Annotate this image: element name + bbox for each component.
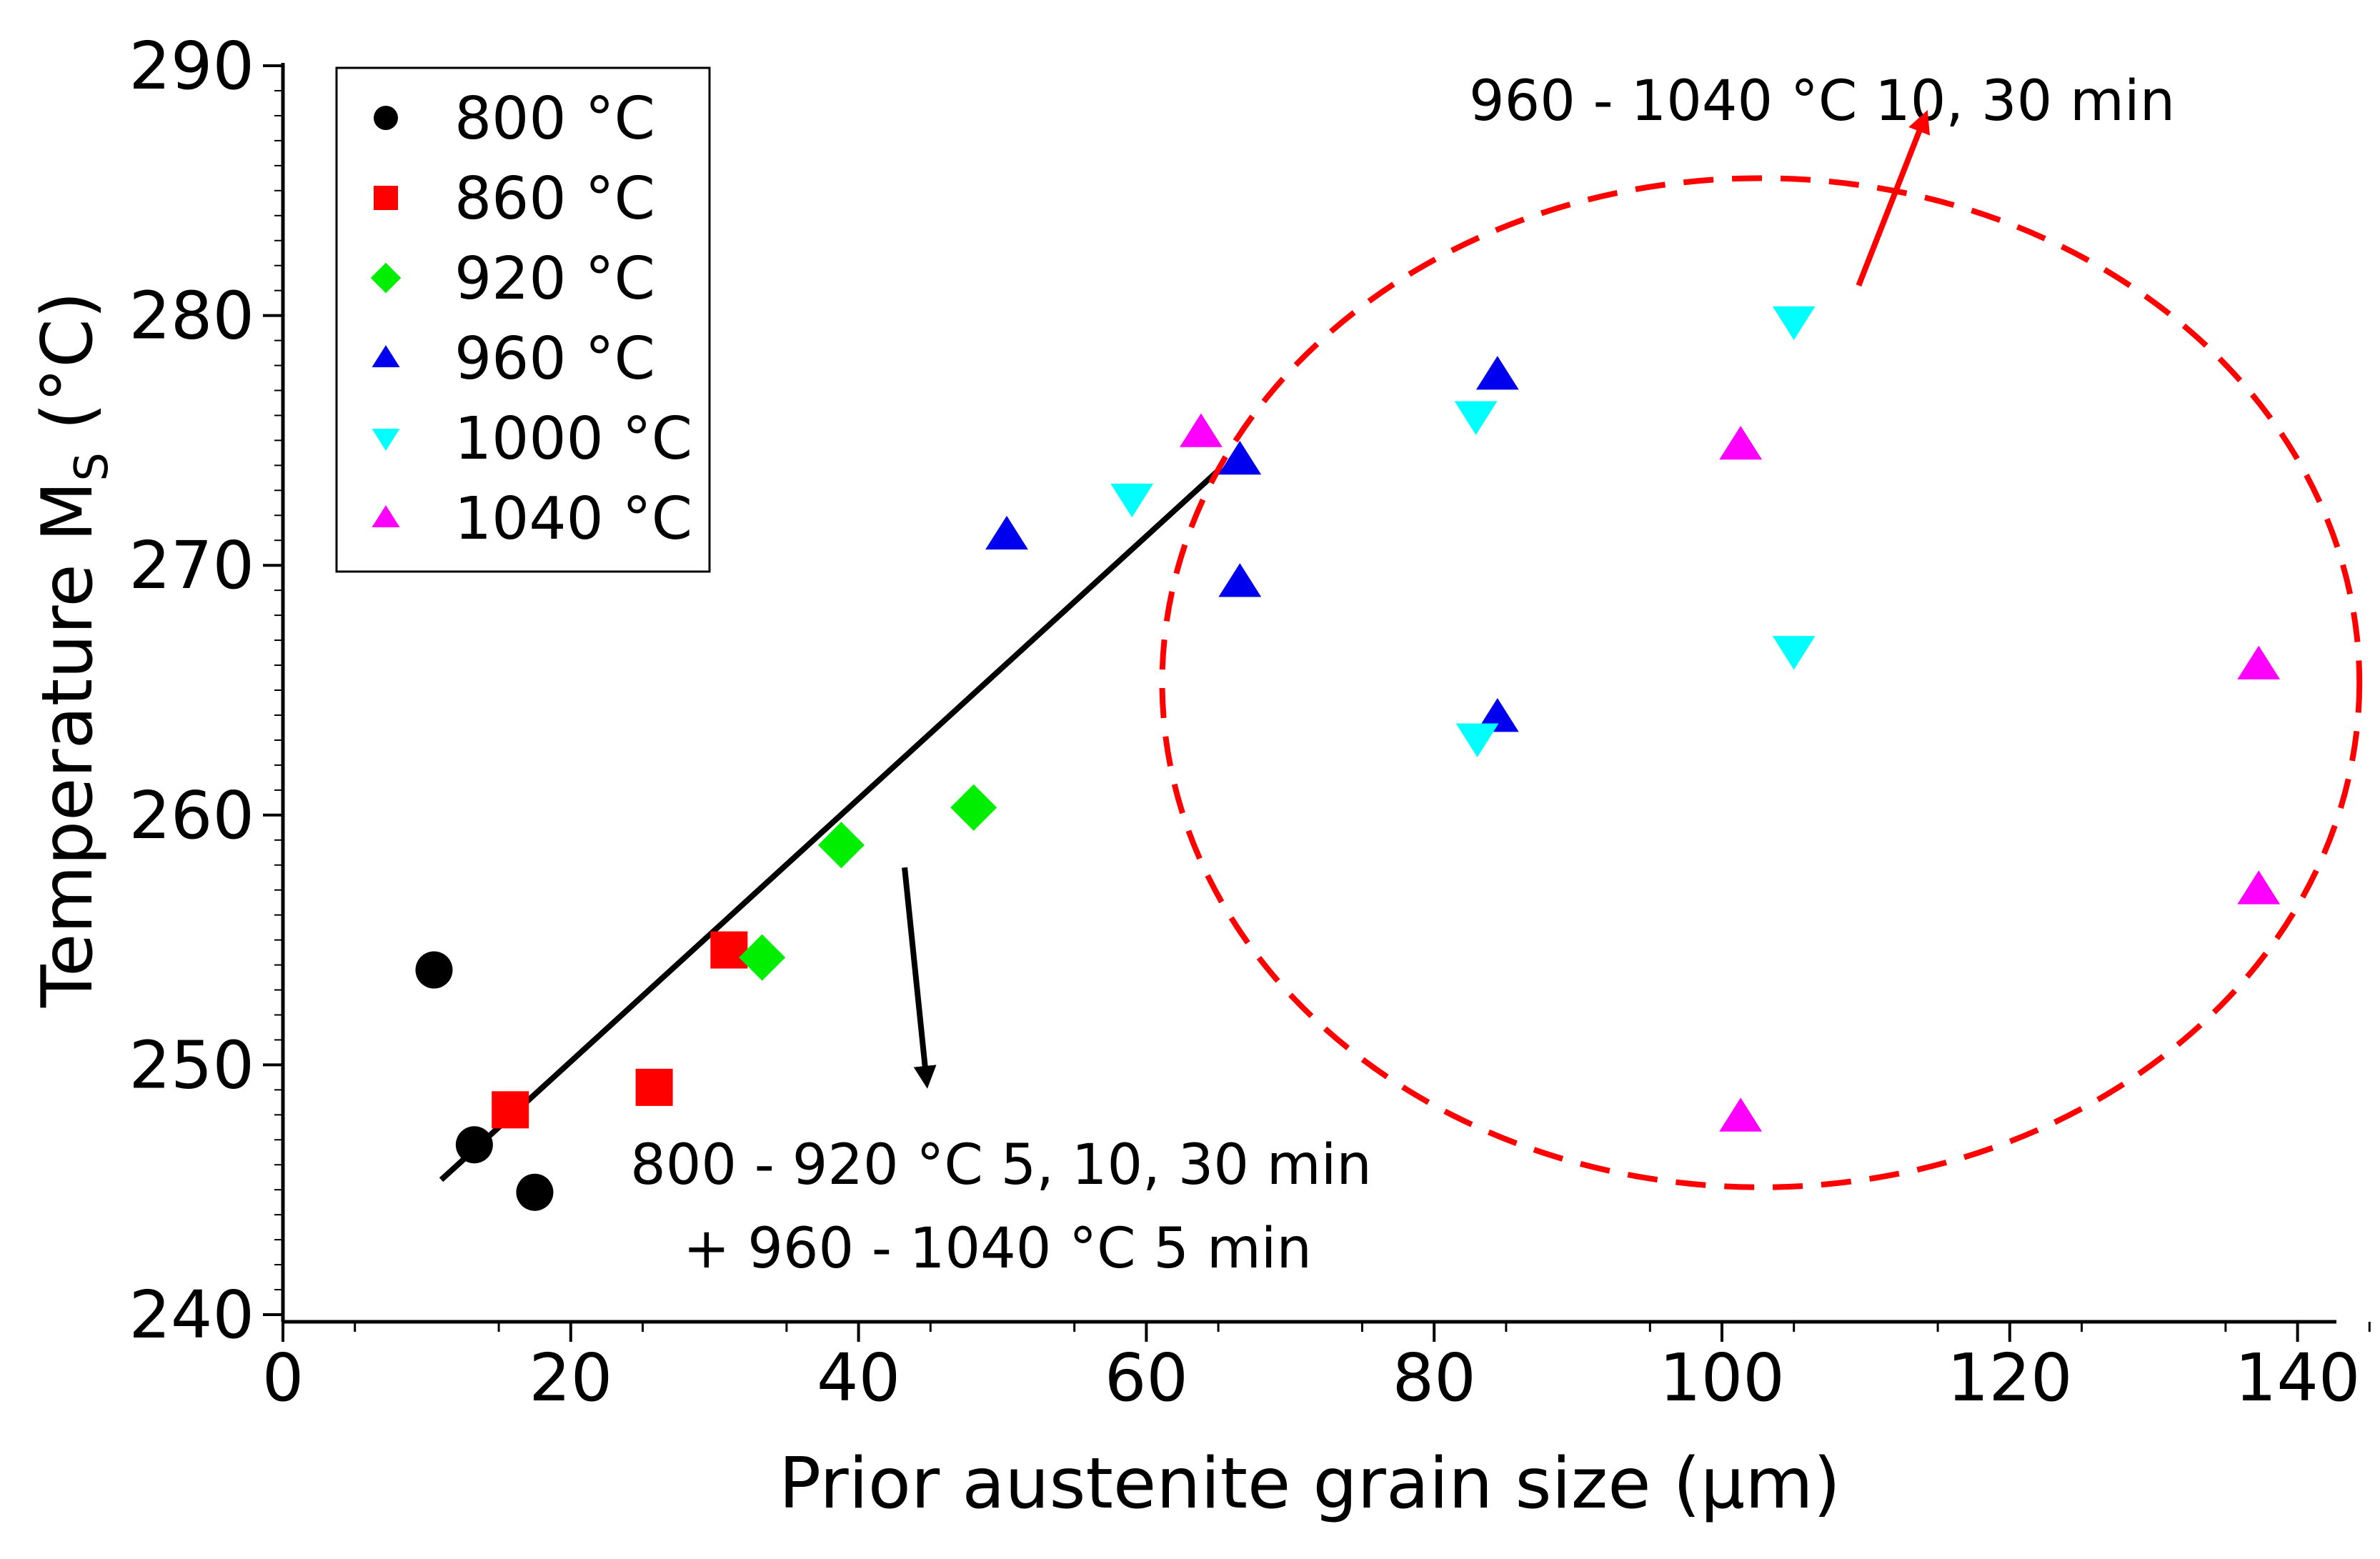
point-960C	[985, 515, 1028, 550]
point-960C	[1475, 698, 1519, 732]
point-860C	[492, 1091, 529, 1129]
point-1040C	[2237, 645, 2281, 679]
x-tick-label: 80	[1393, 1340, 1476, 1416]
x-tick-label: 20	[529, 1340, 612, 1416]
annotation-low-temp-line1: 800 - 920 °C 5, 10, 30 min	[630, 1133, 1372, 1197]
point-960C	[1475, 356, 1519, 390]
point-1000C	[1110, 483, 1154, 518]
legend-label: 860 °C	[454, 165, 655, 233]
point-1000C	[1455, 723, 1499, 757]
point-1000C	[1454, 401, 1498, 435]
point-1000C	[1772, 306, 1816, 340]
legend-marker	[374, 186, 398, 210]
fit-line-group	[439, 465, 1223, 1182]
legend-marker	[372, 345, 400, 368]
point-800C	[516, 1173, 554, 1211]
y-tick-label: 240	[129, 1277, 254, 1353]
legend-box	[335, 66, 711, 573]
legend-marker	[372, 428, 400, 451]
x-axis-title: Prior austenite grain size (µm)	[779, 1443, 1841, 1525]
x-tick-label: 140	[2235, 1340, 2361, 1416]
annotation-low-temp-line2: + 960 - 1040 °C 5 min	[683, 1217, 1312, 1281]
y-tick-label: 260	[129, 777, 254, 854]
annotations: 960 - 1040 °C 10, 30 min 800 - 920 °C 5,…	[630, 69, 2175, 1281]
arrow-high-temp	[1856, 110, 1931, 287]
y-tick-label: 250	[129, 1027, 254, 1103]
fit-line	[439, 465, 1223, 1182]
y-tick-label: 290	[129, 28, 254, 104]
point-920C	[817, 822, 865, 869]
x-tick-label: 0	[262, 1340, 304, 1416]
y-axis-title: Temperature MS (°C)	[27, 292, 119, 1008]
x-tick-label: 100	[1659, 1340, 1785, 1416]
point-1000C	[1772, 636, 1816, 670]
legend: 800 °C 860 °C 920 °C 960 °C 1000 °C 1040 °C	[335, 66, 711, 573]
y-tick-label: 280	[129, 278, 254, 354]
y-tick-label: 270	[129, 527, 254, 604]
point-960C	[1218, 440, 1262, 475]
legend-label: 920 °C	[454, 245, 655, 313]
legend-marker	[372, 505, 400, 528]
point-1040C	[2237, 870, 2281, 905]
axis-tick-labels: 0 20 40 60 80 100 120 140 240 250 260 270 280 290	[129, 28, 2360, 1416]
axes	[281, 63, 2336, 1324]
highlight-ellipse-group	[1159, 175, 2363, 1190]
point-1040C	[1719, 1097, 1763, 1132]
legend-label: 1000 °C	[454, 405, 692, 473]
annotation-high-temp: 960 - 1040 °C 10, 30 min	[1469, 69, 2175, 134]
legend-label: 800 °C	[454, 85, 655, 153]
point-860C	[635, 1068, 673, 1106]
point-860C	[710, 931, 748, 969]
point-1040C	[1180, 413, 1223, 447]
point-920C	[950, 784, 997, 831]
point-800C	[455, 1126, 493, 1164]
legend-label: 960 °C	[454, 325, 655, 393]
legend-marker	[374, 106, 398, 130]
highlight-ellipse	[1159, 175, 2363, 1190]
arrow-low-temp	[902, 867, 937, 1089]
axis-ticks	[263, 64, 2371, 1342]
x-tick-label: 60	[1105, 1340, 1188, 1416]
x-tick-label: 40	[817, 1340, 900, 1416]
x-tick-label: 120	[1947, 1340, 2073, 1416]
point-920C	[739, 934, 786, 981]
legend-label: 1040 °C	[454, 485, 692, 553]
point-960C	[1218, 563, 1262, 597]
point-1040C	[1719, 425, 1763, 460]
point-800C	[415, 951, 453, 989]
legend-marker	[370, 262, 402, 294]
data-points	[415, 306, 2281, 1211]
